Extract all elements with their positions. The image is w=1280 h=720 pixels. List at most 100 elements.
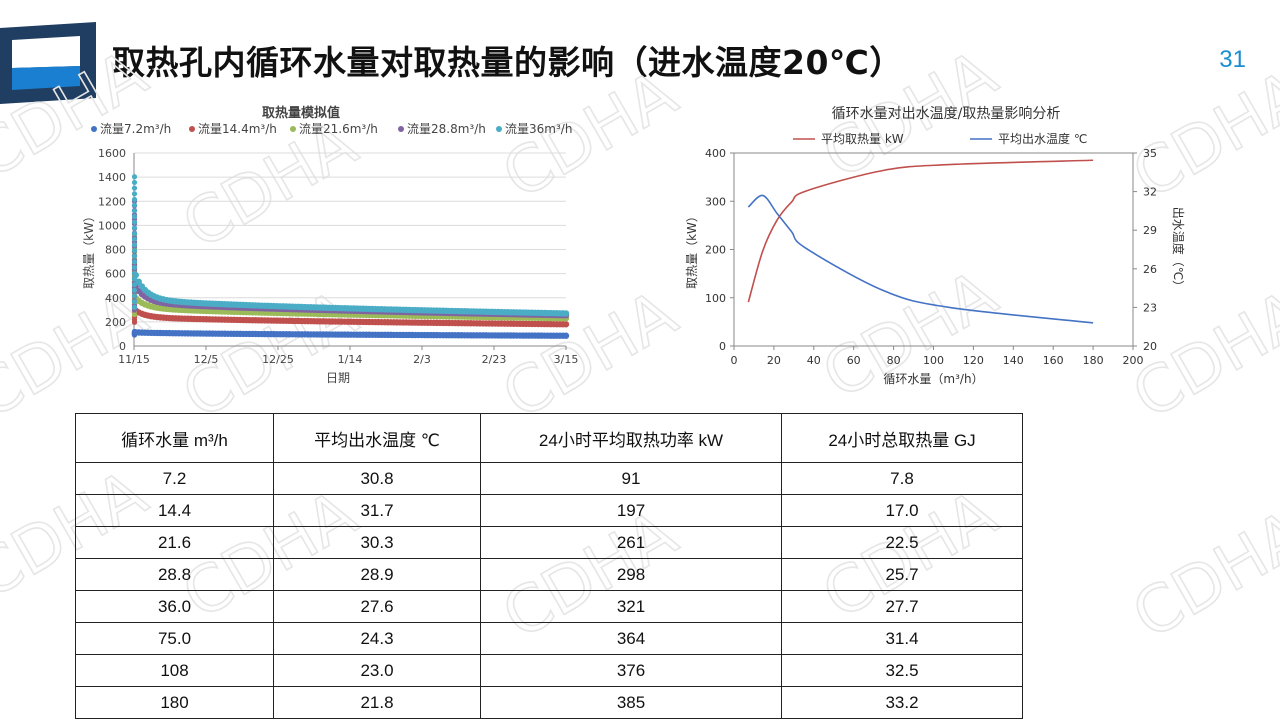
y-tick-label: 600 xyxy=(105,268,126,281)
x-tick-label: 20 xyxy=(767,354,781,367)
x-tick-label: 200 xyxy=(1123,354,1144,367)
header-avg-power: 24小时平均取热功率 kW xyxy=(480,413,782,463)
results-table: 循环水量 m³/h 平均出水温度 ℃ 24小时平均取热功率 kW 24小时总取热… xyxy=(75,413,1023,719)
y2-tick-label: 26 xyxy=(1143,263,1157,276)
data-point xyxy=(562,332,570,339)
data-point xyxy=(131,185,138,191)
x-tick-label: 160 xyxy=(1043,354,1064,367)
chart-title: 循环水量对出水温度/取热量影响分析 xyxy=(832,106,1061,122)
cell: 180 xyxy=(75,686,274,719)
data-point xyxy=(131,213,138,220)
y-tick-label: 300 xyxy=(705,195,726,208)
chart-title: 取热量模拟值 xyxy=(262,105,340,121)
data-point xyxy=(131,242,138,248)
y-tick-label: 100 xyxy=(705,292,726,305)
cell: 32.5 xyxy=(781,654,1023,687)
legend-marker xyxy=(398,126,404,132)
data-point xyxy=(131,299,138,305)
legend-label: 流量7.2m³/h xyxy=(100,122,171,136)
table-row: 75.0 24.3 364 31.4 xyxy=(75,622,1023,655)
x-tick-label: 2/23 xyxy=(482,353,507,366)
x-tick-label: 2/3 xyxy=(413,353,431,366)
y-tick-label: 1000 xyxy=(98,219,126,232)
cell: 321 xyxy=(480,590,782,623)
cell: 21.6 xyxy=(75,526,274,559)
x-tick-label: 0 xyxy=(731,354,738,367)
header-flow: 循环水量 m³/h xyxy=(75,413,274,463)
y-tick-label: 0 xyxy=(719,340,726,353)
cell: 36.0 xyxy=(75,590,274,623)
data-point xyxy=(131,196,138,203)
legend-label: 流量28.8m³/h xyxy=(407,122,486,136)
heat-extraction-line xyxy=(747,159,1094,303)
cell: 7.2 xyxy=(75,462,274,495)
legend-label: 流量14.4m³/h xyxy=(198,122,277,136)
cell: 33.2 xyxy=(781,686,1023,719)
x-tick-label: 60 xyxy=(847,354,861,367)
x-tick-label: 1/14 xyxy=(338,353,363,366)
data-point xyxy=(131,202,138,208)
legend-label: 平均取热量 kW xyxy=(821,132,904,146)
y-tick-label: 400 xyxy=(705,147,726,160)
data-point xyxy=(131,179,138,186)
table-row: 36.0 27.6 321 27.7 xyxy=(75,590,1023,623)
x-axis-title: 循环水量（m³/h） xyxy=(883,372,983,386)
table-row: 28.8 28.9 298 25.7 xyxy=(75,558,1023,591)
data-point xyxy=(131,230,138,237)
y-tick-label: 200 xyxy=(705,244,726,257)
data-point xyxy=(131,281,138,288)
data-point xyxy=(131,253,138,259)
x-tick-label: 12/25 xyxy=(262,353,294,366)
cell: 31.4 xyxy=(781,622,1023,655)
cell: 28.8 xyxy=(75,558,274,591)
cell: 298 xyxy=(480,558,782,591)
cell: 75.0 xyxy=(75,622,274,655)
header-total-heat: 24小时总取热量 GJ xyxy=(781,413,1023,463)
x-tick-label: 80 xyxy=(887,354,901,367)
series-1 xyxy=(131,328,570,339)
data-point xyxy=(131,236,138,242)
watermark-text: CDHA xyxy=(1121,497,1280,654)
table-row: 108 23.0 376 32.5 xyxy=(75,654,1023,687)
table-header-row: 循环水量 m³/h 平均出水温度 ℃ 24小时平均取热功率 kW 24小时总取热… xyxy=(75,413,1023,463)
y2-tick-label: 23 xyxy=(1143,301,1157,314)
x-tick-label: 140 xyxy=(1003,354,1024,367)
cell: 30.8 xyxy=(273,462,481,495)
x-tick-label: 120 xyxy=(963,354,984,367)
y-tick-label: 1400 xyxy=(98,171,126,184)
cell: 23.0 xyxy=(273,654,481,687)
data-point xyxy=(131,264,138,271)
legend-marker xyxy=(189,126,195,132)
data-point xyxy=(132,271,139,279)
cell: 197 xyxy=(480,494,782,527)
data-point xyxy=(562,310,570,317)
outlet-temperature-line xyxy=(747,194,1094,324)
x-tick-label: 3/15 xyxy=(554,353,579,366)
table-row: 7.2 30.8 91 7.8 xyxy=(75,462,1023,495)
y2-tick-label: 29 xyxy=(1143,224,1157,237)
data-point xyxy=(135,278,143,285)
cell: 261 xyxy=(480,526,782,559)
data-point xyxy=(131,219,138,225)
x-tick-label: 40 xyxy=(807,354,821,367)
cell: 376 xyxy=(480,654,782,687)
cell: 27.7 xyxy=(781,590,1023,623)
cell: 25.7 xyxy=(781,558,1023,591)
legend-marker xyxy=(496,126,502,132)
data-point xyxy=(131,259,138,265)
data-point xyxy=(131,191,138,197)
data-point xyxy=(131,225,138,231)
cell: 30.3 xyxy=(273,526,481,559)
x-tick-label: 11/15 xyxy=(118,353,150,366)
cell: 28.9 xyxy=(273,558,481,591)
y-tick-label: 200 xyxy=(105,316,126,329)
y2-tick-label: 32 xyxy=(1143,186,1157,199)
legend-marker xyxy=(91,126,97,132)
cell: 14.4 xyxy=(75,494,274,527)
cell: 7.8 xyxy=(781,462,1023,495)
plot-frame xyxy=(733,152,1134,347)
cell: 22.5 xyxy=(781,526,1023,559)
legend-label: 流量21.6m³/h xyxy=(299,122,378,136)
